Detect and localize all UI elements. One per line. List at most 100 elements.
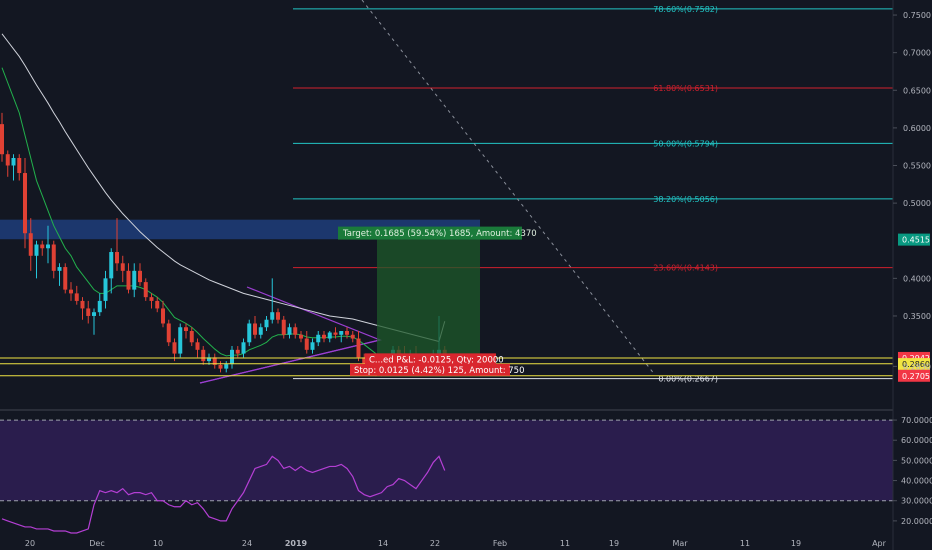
- candle-body[interactable]: [258, 327, 263, 335]
- fib-level-label: 38.20%(0.5056): [653, 195, 718, 204]
- candle-body[interactable]: [327, 332, 332, 339]
- candle-body[interactable]: [40, 244, 45, 249]
- candle-body[interactable]: [161, 308, 165, 324]
- candle-body[interactable]: [339, 331, 344, 335]
- price-axis[interactable]: 0.7500 0.7000 0.6500 0.6000 0.5500 0.5000 0.45…: [893, 11, 931, 382]
- candle-body[interactable]: [299, 334, 303, 339]
- rsi-pane[interactable]: [0, 419, 893, 534]
- price-tick-label: 0.4000: [903, 274, 931, 283]
- candle-body[interactable]: [362, 357, 367, 365]
- candle-body[interactable]: [201, 349, 206, 362]
- candle-body[interactable]: [132, 270, 137, 290]
- candle-body[interactable]: [276, 312, 280, 320]
- candle-body[interactable]: [46, 244, 50, 249]
- candle-body[interactable]: [333, 332, 338, 335]
- candle-body[interactable]: [166, 323, 171, 343]
- candle-body[interactable]: [310, 342, 315, 350]
- candle-body[interactable]: [97, 300, 102, 313]
- candle-body[interactable]: [57, 267, 62, 271]
- candle-body[interactable]: [247, 323, 252, 343]
- candle-body[interactable]: [178, 327, 183, 354]
- rsi-tick-label: 70.0000: [901, 416, 932, 425]
- rsi-line[interactable]: [1, 455, 446, 534]
- candle-body[interactable]: [184, 327, 188, 332]
- candle-body[interactable]: [69, 289, 73, 294]
- rsi-tick-label: 40.0000: [901, 477, 932, 486]
- rsi-axis[interactable]: 70.0000 60.0000 50.0000 40.0000 30.0000 20.00…: [893, 416, 932, 526]
- candle-body[interactable]: [281, 319, 286, 335]
- candle-body[interactable]: [17, 157, 22, 174]
- candle-body[interactable]: [293, 327, 298, 335]
- candle-body[interactable]: [155, 300, 160, 309]
- fast-moving-average: [1, 67, 445, 359]
- candle-body[interactable]: [356, 338, 361, 358]
- candle-body[interactable]: [103, 278, 108, 301]
- profit-zone[interactable]: [377, 239, 480, 367]
- candle-body[interactable]: [0, 124, 4, 155]
- candle-body[interactable]: [350, 334, 355, 339]
- candle-body[interactable]: [316, 334, 321, 343]
- candle-body[interactable]: [126, 270, 131, 290]
- time-tick-label: 11: [560, 539, 570, 548]
- candle-body[interactable]: [115, 252, 119, 264]
- candle-body[interactable]: [92, 312, 96, 316]
- candle-body[interactable]: [11, 157, 16, 166]
- candle-body[interactable]: [149, 297, 154, 301]
- candle-body[interactable]: [270, 312, 275, 320]
- candle-body[interactable]: [143, 282, 148, 298]
- price-badge-bg: [898, 369, 930, 382]
- candle-body[interactable]: [80, 300, 85, 309]
- dashed-trendline[interactable]: [361, 0, 656, 376]
- candle-body[interactable]: [120, 263, 125, 271]
- target-label-bg: [338, 226, 522, 240]
- candle-body[interactable]: [109, 252, 114, 279]
- price-tick-label: 0.7000: [903, 49, 931, 58]
- time-tick-label: 22: [430, 539, 440, 548]
- candle-body[interactable]: [5, 154, 10, 166]
- candle-body[interactable]: [189, 331, 194, 343]
- candle-body[interactable]: [34, 244, 39, 256]
- time-tick-label: 11: [740, 539, 750, 548]
- time-tick-label: Apr: [872, 539, 887, 548]
- candle-body[interactable]: [230, 349, 234, 365]
- moving-averages: [1, 33, 446, 359]
- candle-body[interactable]: [51, 244, 56, 271]
- rsi-tick-label: 50.0000: [901, 456, 932, 465]
- candle-body[interactable]: [86, 308, 91, 316]
- candle-body[interactable]: [218, 364, 223, 369]
- candle-body[interactable]: [63, 267, 68, 290]
- candle-body[interactable]: [138, 270, 142, 283]
- fib-level-label: 78.60%(0.7582): [653, 5, 718, 14]
- long-position[interactable]: Target: 0.1685 (59.54%) 1685, Amount: 43…: [338, 226, 537, 376]
- fib-level-label: 50.00%(0.5794): [653, 139, 718, 148]
- candle-body[interactable]: [28, 233, 33, 256]
- rsi-tick-label: 20.0000: [901, 517, 932, 526]
- candle-body[interactable]: [345, 331, 349, 335]
- candle-body[interactable]: [304, 338, 309, 350]
- candle-body[interactable]: [74, 293, 79, 301]
- time-tick-label: Mar: [672, 539, 688, 548]
- price-tick-label: 0.2830: [903, 362, 931, 371]
- candle-body[interactable]: [241, 342, 246, 354]
- candle-body[interactable]: [287, 327, 292, 335]
- candle-body[interactable]: [322, 334, 326, 339]
- candle-body[interactable]: [264, 319, 269, 328]
- time-tick-label: Feb: [493, 539, 507, 548]
- candle-body[interactable]: [207, 357, 211, 362]
- time-axis[interactable]: 20 Dec 10 24 2019 14 22 Feb 11 19 Mar 11 19 Apr: [25, 539, 887, 548]
- candle-body[interactable]: [224, 364, 229, 369]
- candle-body[interactable]: [195, 342, 200, 350]
- candle-body[interactable]: [253, 323, 257, 335]
- candle-body[interactable]: [23, 173, 27, 234]
- candle-body[interactable]: [235, 349, 240, 354]
- rsi-band: [0, 420, 893, 501]
- stop-label: Stop: 0.0125 (4.42%) 125, Amount: 750: [354, 366, 525, 376]
- candle-body[interactable]: [212, 357, 217, 365]
- time-tick-label: 24: [242, 539, 252, 548]
- fib-level-label: 61.80%(0.6531): [653, 84, 718, 93]
- rsi-tick-label: 30.0000: [901, 497, 932, 506]
- rsi-tick-label: 60.0000: [901, 436, 932, 445]
- candle-body[interactable]: [172, 342, 177, 354]
- price-tick-label: 0.5500: [903, 162, 931, 171]
